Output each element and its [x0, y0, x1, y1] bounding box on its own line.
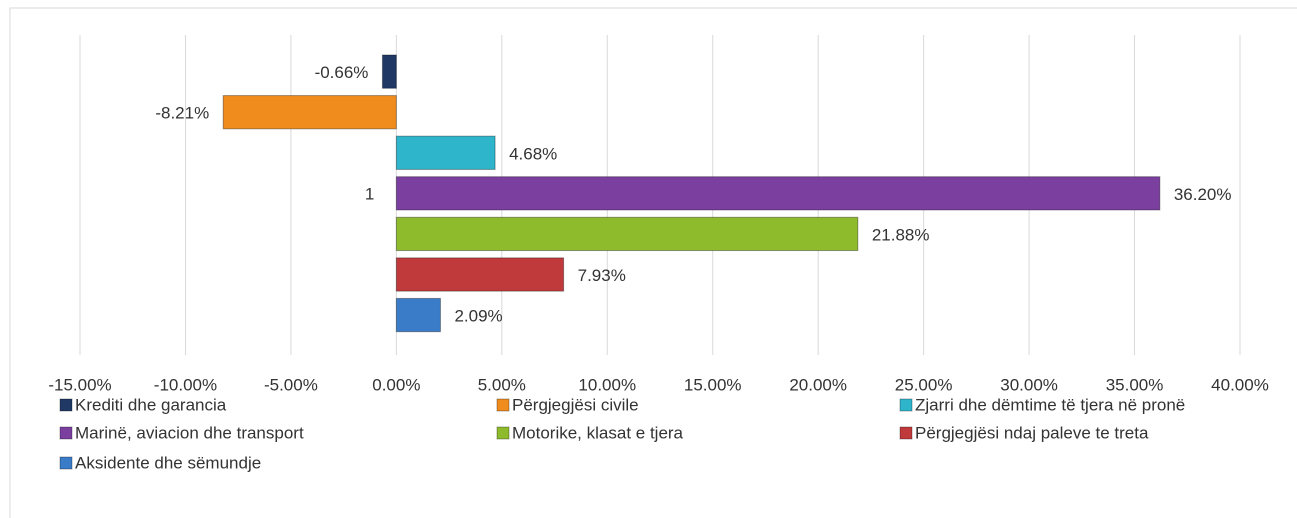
bar — [222, 95, 397, 130]
x-tick-label: 35.00% — [1106, 375, 1164, 394]
legend-label: Motorike, klasat e tjera — [512, 423, 684, 442]
x-tick-label: 15.00% — [684, 375, 742, 394]
legend-swatch — [496, 398, 510, 412]
legend-swatch — [899, 398, 913, 412]
x-tick-label: 5.00% — [478, 375, 526, 394]
x-tick-label: -5.00% — [264, 375, 318, 394]
legend-label: Aksidente dhe sëmundje — [75, 453, 261, 472]
bar — [395, 216, 859, 252]
bar — [395, 297, 441, 333]
legend-swatch — [899, 426, 913, 440]
chart-border — [9, 7, 1297, 518]
legend-label: Krediti dhe garancia — [75, 395, 227, 414]
legend-swatch — [496, 426, 510, 440]
x-tick-label: 25.00% — [895, 375, 953, 394]
value-label: 4.68% — [509, 144, 557, 163]
legend-swatch — [59, 426, 73, 440]
x-tick-label: 40.00% — [1211, 375, 1269, 394]
legend-label: Zjarri dhe dëmtime të tjera në pronë — [915, 395, 1185, 414]
value-label: -0.66% — [315, 63, 369, 82]
value-label: 36.20% — [1174, 185, 1232, 204]
bar — [381, 54, 397, 89]
y-tick-label: 1 — [365, 184, 374, 203]
x-tick-label: 10.00% — [578, 375, 636, 394]
value-label: 2.09% — [454, 307, 502, 326]
legend-swatch — [59, 456, 73, 470]
legend-label: Marinë, aviacion dhe transport — [75, 423, 304, 442]
legend-swatch — [59, 398, 73, 412]
bar — [395, 257, 565, 292]
legend-label: Përgjegjësi ndaj paleve te treta — [915, 423, 1149, 442]
value-label: 7.93% — [578, 266, 626, 285]
bar — [395, 176, 1161, 211]
x-tick-label: 0.00% — [372, 375, 420, 394]
legend-label: Përgjegjësi civile — [512, 395, 639, 414]
x-tick-label: 20.00% — [789, 375, 847, 394]
x-tick-label: 30.00% — [1000, 375, 1058, 394]
bar — [395, 135, 496, 170]
value-label: -8.21% — [155, 104, 209, 123]
x-tick-label: -10.00% — [154, 375, 217, 394]
x-tick-label: -15.00% — [48, 375, 111, 394]
value-label: 21.88% — [872, 225, 930, 244]
